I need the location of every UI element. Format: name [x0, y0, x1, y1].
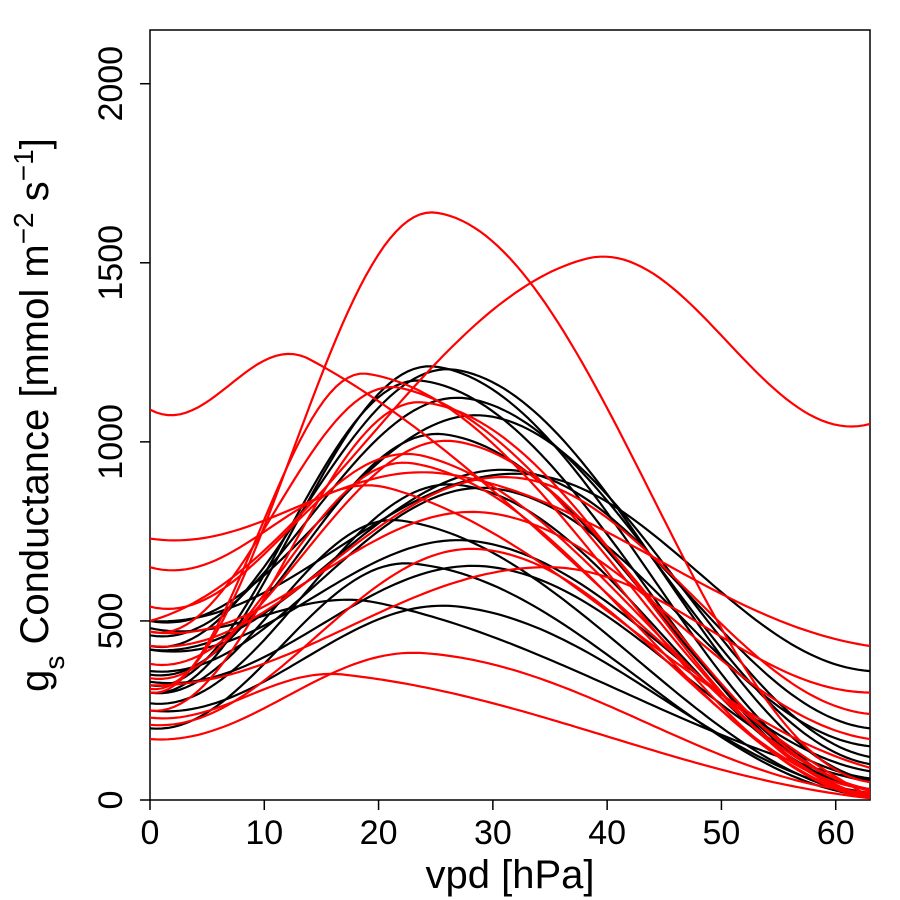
- x-tick-label: 50: [703, 814, 741, 852]
- y-axis-label: gs Conductance [mmol m−2 s−1]: [8, 138, 70, 692]
- curve-line: [150, 474, 870, 671]
- y-tick-label: 1000: [92, 404, 130, 480]
- conductance-vpd-chart: 0 10 20 30 40 50 60 vpd [hPa] 0 500 1000 1500 2000 gs…: [0, 0, 900, 900]
- chart-svg: 0 10 20 30 40 50 60 vpd [hPa] 0 500 1000 1500 2000 gs…: [0, 0, 900, 900]
- curve-line: [150, 257, 870, 621]
- y-tick-label: 0: [92, 791, 130, 810]
- y-tick-label: 500: [92, 593, 130, 650]
- curve-line: [150, 470, 870, 729]
- y-tick-label: 1500: [92, 225, 130, 301]
- curves-group: [150, 212, 870, 798]
- x-axis-label: vpd [hPa]: [425, 853, 594, 897]
- x-tick-label: 30: [474, 814, 512, 852]
- x-tick-label: 10: [245, 814, 283, 852]
- x-tick-label: 20: [360, 814, 398, 852]
- curve-line: [150, 369, 870, 780]
- x-tick-label: 0: [141, 814, 160, 852]
- x-tick-label: 60: [817, 814, 855, 852]
- curve-line: [150, 566, 870, 779]
- x-tick-label: 40: [588, 814, 626, 852]
- curve-line: [150, 563, 870, 796]
- y-tick-label: 2000: [92, 46, 130, 122]
